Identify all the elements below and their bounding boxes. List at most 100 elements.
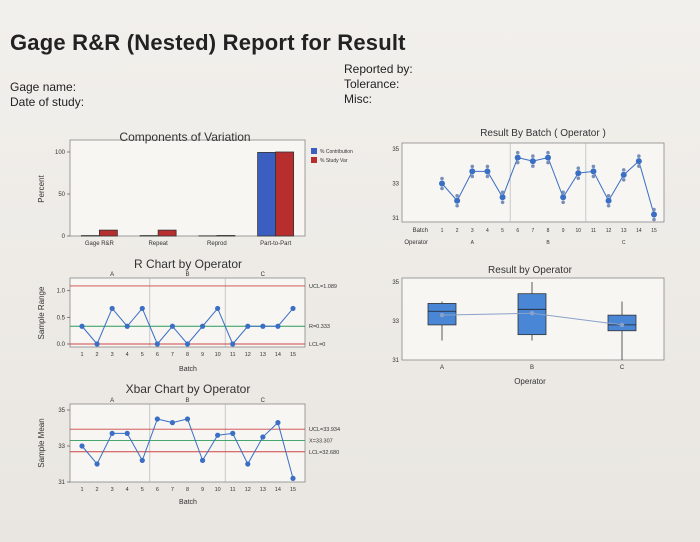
- tolerance-label: Tolerance:: [344, 77, 400, 91]
- xbar-xtick-label: 1: [80, 487, 83, 493]
- bybatch-obs-point: [531, 164, 535, 168]
- xbar-point: [169, 420, 176, 426]
- byoperator-xlabel: Operator: [514, 377, 546, 386]
- bybatch-obs-point: [515, 150, 520, 155]
- xbar-xtick-label: 11: [230, 487, 236, 493]
- bybatch-batch-label: 6: [516, 228, 519, 234]
- rchart-point: [230, 341, 236, 347]
- xbar-xtick-label: 15: [290, 487, 296, 493]
- bybatch-obs-point: [440, 176, 444, 181]
- bybatch-ytick-label: 35: [392, 147, 399, 153]
- bybatch-obs-point: [515, 160, 520, 165]
- bybatch-title: Result By Batch ( Operator ): [480, 128, 606, 139]
- xbar-point: [79, 443, 85, 449]
- byoperator-category-label: A: [440, 365, 444, 371]
- rchart-xtick-label: 15: [290, 352, 296, 358]
- rchart-point: [215, 305, 221, 312]
- gage-name-label: Gage name:: [10, 80, 77, 94]
- byoperator-mean-point: [439, 312, 445, 318]
- xbar-point: [275, 420, 281, 426]
- bybatch-operator-label: C: [622, 240, 626, 246]
- bybatch-obs-point: [500, 190, 505, 195]
- bybatch-operator-label: B: [546, 240, 550, 246]
- components-bar: [257, 152, 277, 237]
- bybatch-obs-point: [652, 217, 656, 222]
- xbar-limit-label: LCL=32.680: [309, 450, 339, 456]
- rchart-point: [275, 323, 281, 329]
- bybatch-mean-point: [620, 171, 627, 178]
- bybatch-obs-point: [500, 200, 505, 205]
- rchart-xtick-label: 1: [80, 352, 83, 358]
- xbar-point: [215, 432, 221, 438]
- bybatch-batch-label: 12: [606, 228, 612, 234]
- bybatch-obs-point: [591, 174, 596, 179]
- bybatch-batch-label: 14: [636, 228, 642, 234]
- rchart-point: [169, 323, 176, 329]
- components-bar: [98, 229, 118, 237]
- xbar-operator-label: C: [261, 398, 266, 404]
- byoperator-ytick-label: 35: [392, 280, 399, 286]
- bybatch-obs-point: [591, 164, 596, 169]
- rchart-point: [94, 341, 100, 347]
- xbar-xtick-label: 14: [275, 487, 281, 493]
- rchart-xtick-label: 11: [230, 352, 236, 358]
- components-category-label: Part-to-Part: [260, 241, 291, 247]
- bybatch-obs-point: [546, 160, 550, 165]
- byoperator-category-label: B: [530, 365, 534, 371]
- xbar-plot-area: [69, 403, 306, 483]
- rchart-xtick-label: 14: [275, 352, 281, 358]
- bybatch-mean-point: [560, 194, 567, 201]
- xbar-point: [154, 416, 160, 422]
- rchart-plot-area: [69, 277, 306, 348]
- bybatch-obs-point: [440, 186, 444, 191]
- rchart-ylabel: Sample Range: [37, 286, 46, 339]
- bybatch-obs-point: [561, 190, 565, 195]
- bybatch-batch-label: 1: [441, 228, 444, 234]
- bybatch-obs-point: [621, 178, 626, 182]
- report-title: Gage R&R (Nested) Report for Result: [10, 30, 406, 55]
- components-ytick-label: 0: [62, 234, 66, 240]
- bybatch-obs-point: [561, 200, 565, 205]
- components-legend-swatch: [311, 157, 317, 163]
- xbar-xlabel: Batch: [179, 499, 197, 506]
- misc-label: Misc:: [344, 92, 372, 106]
- bybatch-mean-point: [469, 168, 476, 175]
- header-right: Reported by: Tolerance: Misc:: [344, 62, 413, 107]
- bybatch-obs-point: [485, 174, 490, 179]
- rchart-limit-label: LCL=0: [309, 342, 325, 348]
- components-ytick-label: 100: [55, 150, 66, 156]
- rchart-point: [79, 323, 85, 329]
- rchart-ytick-label: 1.0: [57, 289, 66, 295]
- bybatch-mean-point: [635, 158, 642, 165]
- bybatch-mean-point: [499, 194, 506, 201]
- bybatch-obs-point: [455, 203, 459, 208]
- rchart-ytick-label: 0.5: [57, 315, 66, 321]
- rchart-xlabel: Batch: [179, 366, 197, 373]
- rchart-operator-label: C: [261, 272, 266, 278]
- rchart-xtick-label: 5: [141, 352, 144, 358]
- bybatch-ytick-label: 33: [392, 182, 399, 188]
- bybatch-mean-point: [454, 197, 461, 204]
- rchart-title: R Chart by Operator: [134, 257, 242, 271]
- rchart-point: [184, 341, 191, 347]
- rchart-point: [290, 305, 296, 312]
- xbar-point: [139, 457, 145, 463]
- bybatch-row-label-operator: Operator: [404, 240, 428, 246]
- bybatch-batch-label: 9: [562, 228, 565, 234]
- byoperator-category-label: C: [620, 365, 625, 371]
- bybatch-mean-point: [484, 168, 491, 175]
- xbar-point: [94, 461, 100, 467]
- xbar-xtick-label: 13: [260, 487, 266, 493]
- components-legend-label: % Study Var: [320, 158, 348, 164]
- bybatch-mean-point: [439, 180, 445, 187]
- bybatch-obs-point: [652, 207, 656, 212]
- byoperator-ytick-label: 33: [392, 319, 399, 325]
- bybatch-batch-label: 13: [621, 228, 627, 234]
- rchart-point: [109, 305, 115, 312]
- bybatch-batch-label: 8: [547, 228, 550, 234]
- rchart-point: [199, 323, 206, 329]
- bybatch-obs-point: [606, 193, 611, 198]
- bybatch-obs-point: [470, 174, 475, 179]
- rchart-xtick-label: 7: [171, 352, 174, 358]
- components-ytick-label: 50: [58, 192, 65, 198]
